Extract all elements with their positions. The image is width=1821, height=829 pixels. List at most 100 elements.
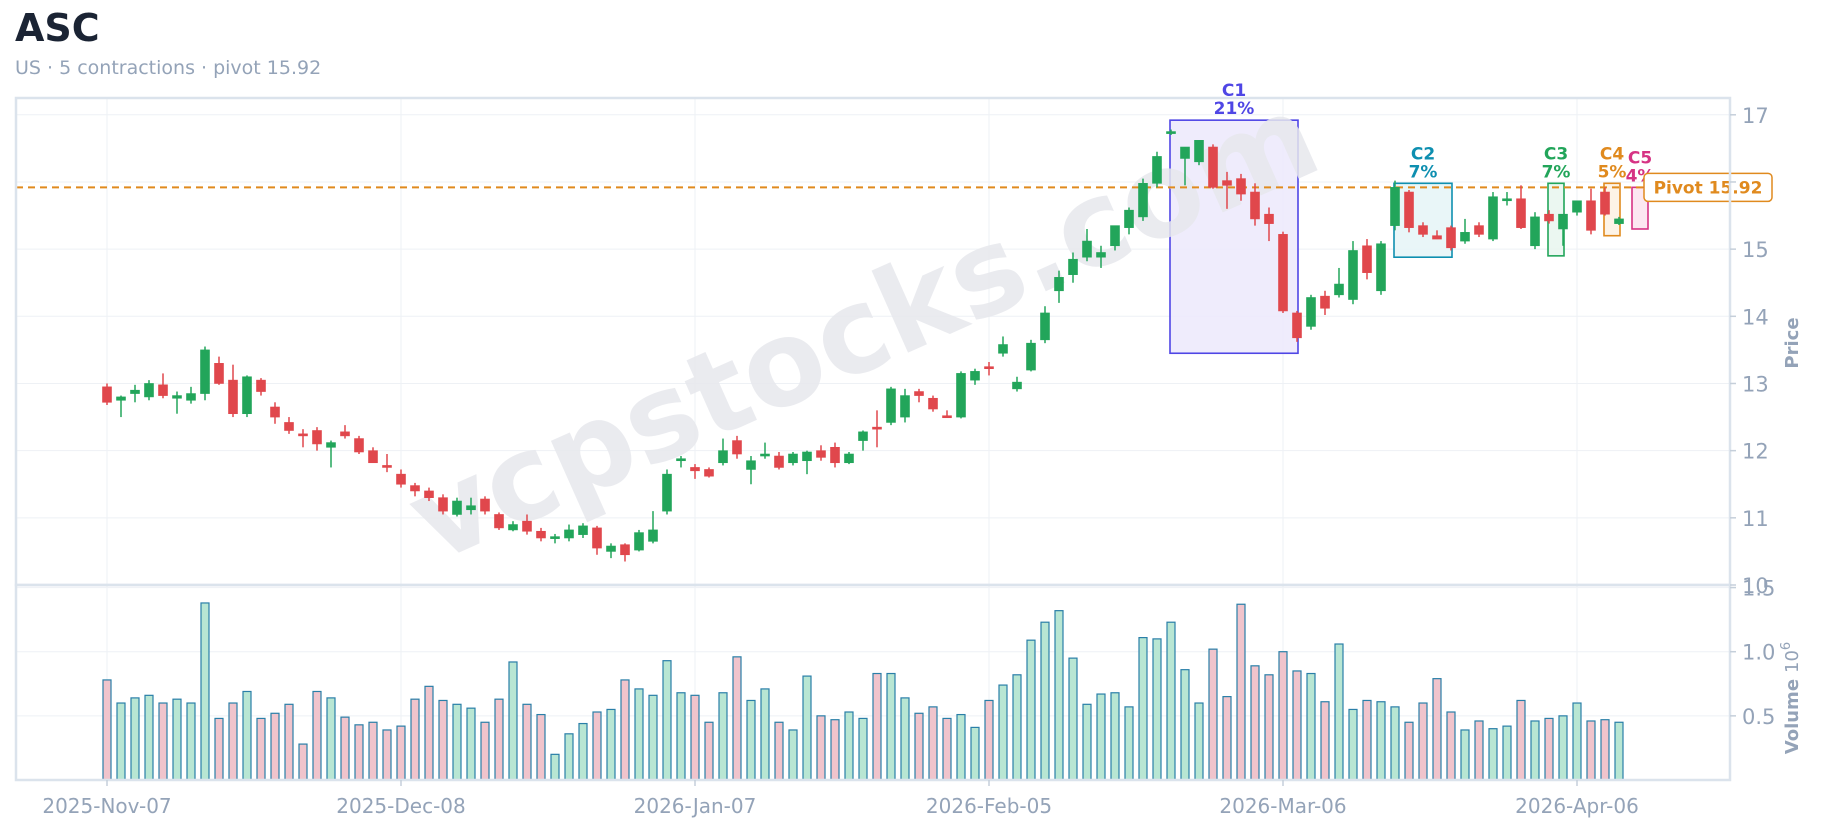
volume-bar (1418, 702, 1428, 781)
candle-body (634, 532, 644, 551)
candle-body (760, 453, 770, 457)
volume-bar (1292, 670, 1302, 781)
volume-bar (746, 699, 756, 781)
volume-bar (1236, 603, 1246, 781)
candle-body (1194, 140, 1204, 163)
candle-body (1152, 156, 1162, 184)
volume-bar (1572, 702, 1582, 781)
candle-body (1446, 227, 1456, 249)
volume-bar (396, 725, 406, 781)
candle-body (802, 451, 812, 462)
candle-body (102, 386, 112, 403)
candle-body (354, 438, 364, 453)
volume-bar (1054, 610, 1064, 781)
candle-body (788, 453, 798, 464)
volume-bar (1250, 665, 1260, 781)
volume-bar (326, 697, 336, 781)
candle-body (1558, 213, 1568, 230)
contraction-name-label: C4 (1600, 144, 1624, 164)
candle-body (1614, 218, 1624, 224)
volume-bar (1376, 701, 1386, 781)
volume-bar (1040, 621, 1050, 781)
volume-bar (914, 712, 924, 781)
time-tick-label: 2025-Dec-08 (336, 794, 465, 818)
volume-bar (550, 753, 560, 781)
volume-tick-label: 0.5 (1742, 705, 1775, 729)
volume-bar (382, 729, 392, 781)
candle-body (1138, 183, 1148, 218)
volume-axis-name: Volume (1782, 679, 1803, 754)
contraction-pct-label: 7% (1542, 162, 1571, 182)
candle-body (774, 455, 784, 468)
volume-bar (830, 719, 840, 781)
volume-bar (578, 722, 588, 781)
volume-bar (676, 692, 686, 781)
candle-body (382, 465, 392, 468)
pivot-tag-label: Pivot 15.92 (1654, 178, 1763, 198)
volume-bar (1026, 639, 1036, 781)
contraction-name-label: C5 (1628, 148, 1652, 168)
volume-bar (1502, 725, 1512, 781)
contraction-box (1169, 119, 1299, 355)
candle-body (410, 485, 420, 492)
volume-bar (984, 699, 994, 781)
volume-bar (410, 698, 420, 781)
candle-body (452, 500, 462, 515)
contraction-name-label: C2 (1411, 144, 1435, 164)
candle-body (1418, 225, 1428, 235)
volume-bar (200, 602, 210, 781)
candle-body (886, 388, 896, 423)
candle-body (172, 395, 182, 399)
candle-body (1250, 191, 1260, 220)
candle-body (466, 505, 476, 511)
candle-body (1502, 198, 1512, 202)
candle-body (494, 514, 504, 529)
candle-body (396, 473, 406, 485)
volume-bar (172, 698, 182, 781)
volume-bar (102, 679, 112, 781)
candle-body (676, 458, 686, 462)
candle-body (1124, 209, 1134, 228)
candle-body (1390, 187, 1400, 226)
chart-subtitle: US · 5 contractions · pivot 15.92 (15, 57, 322, 79)
candle-body (270, 406, 280, 418)
volume-bar (368, 721, 378, 781)
candle-body (1586, 200, 1596, 231)
price-tick-label: 13 (1742, 372, 1769, 396)
candle-body (1474, 225, 1484, 235)
contraction-pct-label: 21% (1214, 99, 1255, 119)
volume-bar (1012, 674, 1022, 781)
volume-bar (1152, 638, 1162, 781)
candle-body (1544, 213, 1554, 222)
volume-tick-label: 1.5 (1742, 577, 1775, 601)
volume-bar (1362, 699, 1372, 781)
candle-body (340, 431, 350, 437)
volume-bar (228, 702, 238, 781)
candle-body (704, 469, 714, 477)
candle-body (620, 544, 630, 556)
volume-bar (1390, 706, 1400, 781)
price-tick-label: 15 (1742, 238, 1769, 262)
volume-bar (690, 694, 700, 781)
volume-bar (186, 702, 196, 781)
volume-bar (886, 672, 896, 781)
candle-body (746, 460, 756, 470)
volume-bars (102, 602, 1624, 781)
volume-bar (648, 694, 658, 781)
candle-body (1054, 277, 1064, 292)
candle-body (1404, 191, 1414, 228)
candle-body (662, 473, 672, 512)
candle-body (1012, 381, 1022, 390)
candle-body (956, 373, 966, 418)
volume-bar (424, 685, 434, 781)
volume-bar (1208, 648, 1218, 781)
volume-bar (1460, 729, 1470, 781)
volume-bar (872, 672, 882, 781)
candle-body (648, 529, 658, 542)
time-tick-label: 2025-Nov-07 (42, 794, 171, 818)
volume-bar (1082, 703, 1092, 781)
volume-bar (1166, 621, 1176, 781)
candle-body (1180, 146, 1190, 159)
volume-bar (1600, 719, 1610, 781)
candle-body (256, 379, 266, 392)
